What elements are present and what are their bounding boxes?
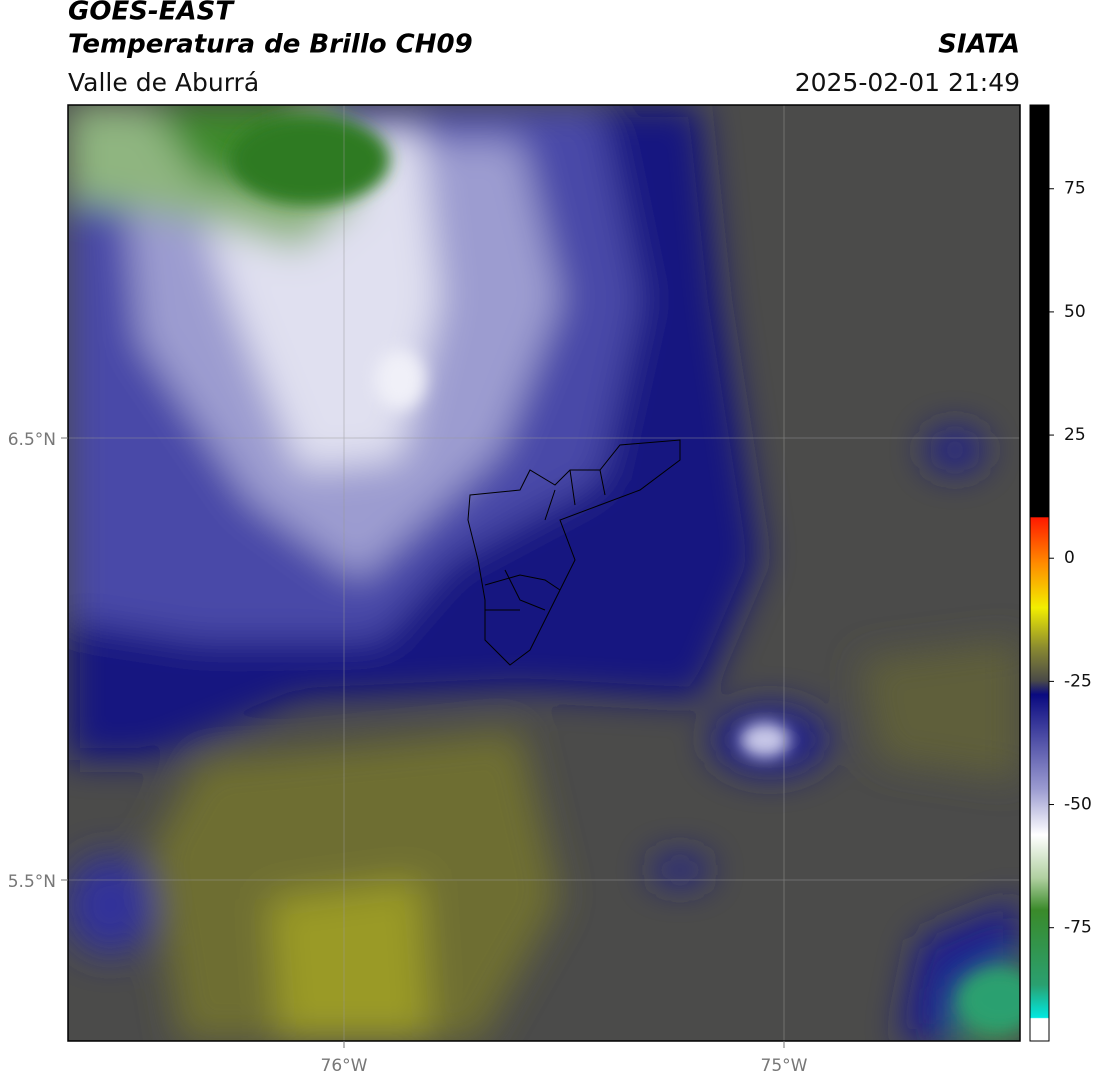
- subtitle: Temperatura de Brillo CH09: [68, 30, 473, 60]
- graticule: [68, 105, 1020, 1041]
- lon-label: 76°W: [321, 1056, 368, 1076]
- lat-label: 6.5°N: [8, 430, 56, 450]
- region: Valle de Aburrá: [68, 68, 259, 97]
- lon-label: 75°W: [761, 1056, 808, 1076]
- satellite-image: [68, 105, 1020, 1041]
- title: GOES-EAST: [68, 0, 235, 27]
- municipal-boundaries: [467, 439, 681, 666]
- colorbar: [1029, 104, 1050, 1042]
- lat-label: 5.5°N: [8, 872, 56, 892]
- colorbar-tick-label: -50: [1064, 795, 1092, 815]
- source: SIATA: [938, 30, 1020, 60]
- colorbar-tick-label: 25: [1064, 425, 1086, 445]
- datetime: 2025-02-01 21:49: [795, 68, 1020, 97]
- colorbar-tick-label: 0: [1064, 548, 1075, 568]
- colorbar-tick-label: -25: [1064, 671, 1092, 691]
- colorbar-tick-label: 50: [1064, 302, 1086, 322]
- map-frame: [67, 104, 1021, 1042]
- colorbar-tick-label: -75: [1064, 918, 1092, 938]
- colorbar-tick-label: 75: [1064, 179, 1086, 199]
